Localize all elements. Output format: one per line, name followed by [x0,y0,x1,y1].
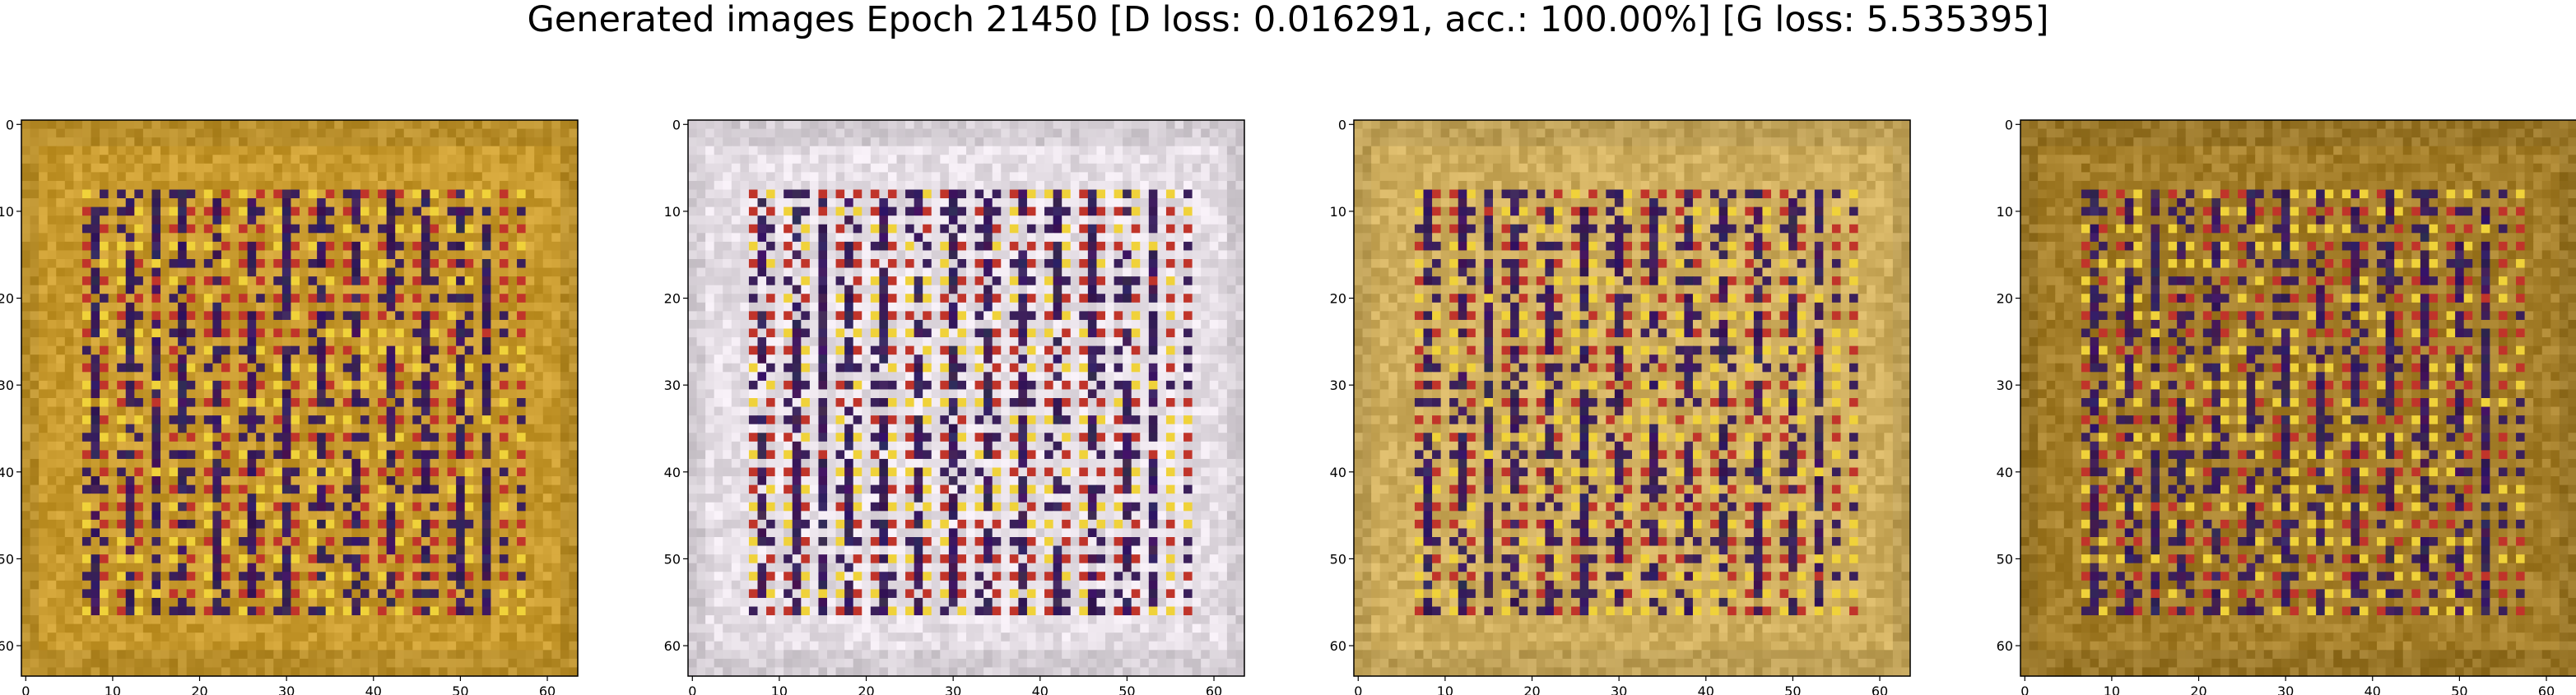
y-tick-label: 20 [1997,291,2013,307]
x-tick-label: 30 [945,683,961,695]
panel-4: 0 10 20 30 40 50 60 0 10 20 30 40 50 60 [1997,117,2576,695]
y-tick-label: 10 [664,204,681,220]
x-tick-label: 30 [278,683,295,695]
x-tick-label: 60 [1206,683,1222,695]
y-tick-label: 20 [664,291,681,307]
x-tick-label: 20 [191,683,207,695]
panel-1-frame [21,119,579,677]
panel-2-frame [687,119,1245,677]
x-tick-label: 50 [2451,683,2467,695]
x-tick-label: 10 [2104,683,2120,695]
figure-title: Generated images Epoch 21450 [D loss: 0.… [527,0,2049,40]
y-tick-label: 20 [0,291,14,307]
y-tick-label: 30 [1997,378,2013,393]
x-tick-label: 20 [2190,683,2206,695]
x-tick-label: 20 [858,683,874,695]
x-tick-label: 50 [1784,683,1801,695]
panel-4-frame [2020,119,2576,677]
y-tick-label: 10 [1997,204,2013,220]
y-tick-label: 60 [1997,638,2013,654]
y-tick-label: 50 [1330,551,1346,567]
x-tick-label: 0 [2020,683,2029,695]
x-tick-label: 60 [2538,683,2555,695]
x-tick-label: 0 [1354,683,1362,695]
y-tick-label: 0 [2005,117,2013,132]
y-tick-label: 40 [1330,465,1346,480]
x-tick-label: 60 [1872,683,1888,695]
x-tick-label: 10 [105,683,121,695]
x-tick-label: 0 [688,683,696,695]
y-tick-label: 0 [1338,117,1346,132]
x-tick-label: 10 [771,683,788,695]
panel-1-image [21,120,579,677]
x-tick-label: 20 [1523,683,1540,695]
x-tick-label: 40 [2364,683,2381,695]
panel-1: 0 10 20 30 40 50 60 0 10 20 30 40 50 60 [0,117,579,695]
panel-2-image [688,120,1245,677]
y-tick-label: 10 [1330,204,1346,220]
y-tick-label: 50 [664,551,681,567]
x-tick-label: 40 [1032,683,1049,695]
y-tick-label: 50 [1997,551,2013,567]
x-tick-label: 0 [21,683,30,695]
y-tick-label: 50 [0,551,14,567]
panel-3-frame [1353,119,1911,677]
y-tick-label: 30 [1330,378,1346,393]
y-tick-label: 10 [0,204,14,220]
x-tick-label: 60 [539,683,556,695]
y-tick-label: 30 [0,378,14,393]
y-tick-label: 60 [0,638,14,654]
x-tick-label: 40 [365,683,382,695]
y-tick-label: 20 [1330,291,1346,307]
y-tick-label: 40 [0,465,14,480]
x-tick-label: 40 [1698,683,1714,695]
panel-3: 0 10 20 30 40 50 60 0 10 20 30 40 50 60 [1330,117,1911,695]
panel-3-image [1354,120,1911,677]
x-tick-label: 50 [452,683,468,695]
y-tick-label: 60 [664,638,681,654]
x-tick-label: 30 [2277,683,2294,695]
y-tick-label: 40 [1997,465,2013,480]
x-tick-label: 10 [1437,683,1453,695]
x-tick-label: 50 [1118,683,1135,695]
y-tick-label: 40 [664,465,681,480]
x-tick-label: 30 [1611,683,1627,695]
y-tick-label: 60 [1330,638,1346,654]
y-tick-label: 0 [6,117,14,132]
y-tick-label: 0 [672,117,681,132]
panel-4-image [2020,120,2576,677]
panel-2: 0 10 20 30 40 50 60 0 10 20 30 40 50 60 [664,117,1245,695]
y-tick-label: 30 [664,378,681,393]
